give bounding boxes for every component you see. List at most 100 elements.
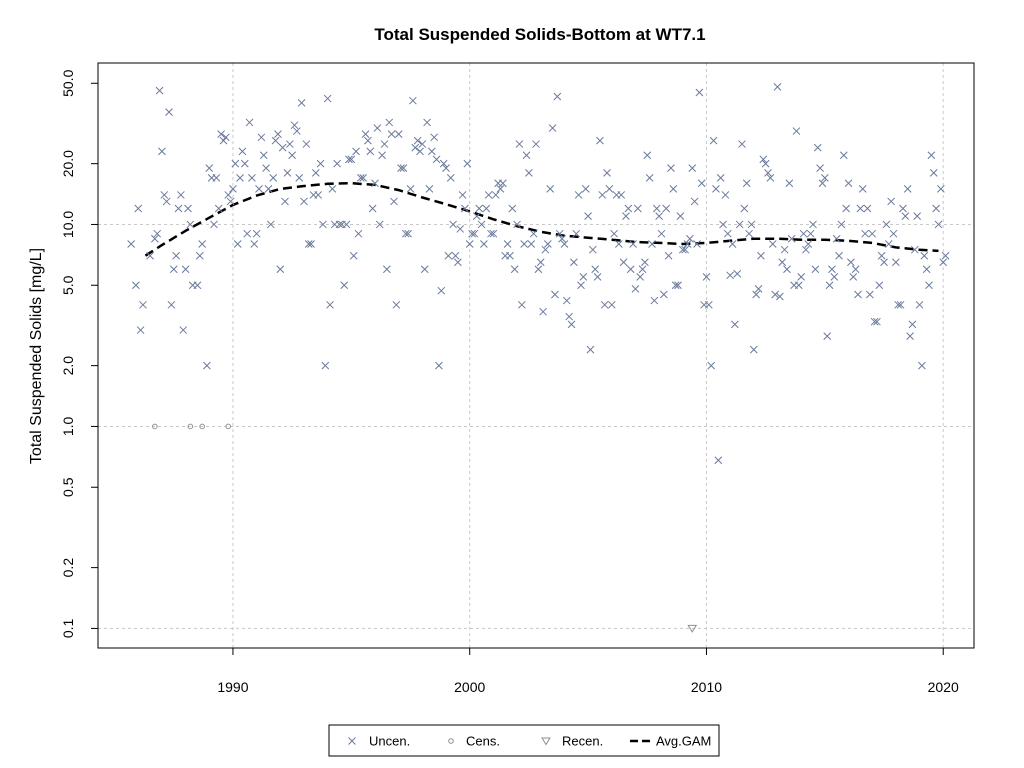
uncensored-point bbox=[636, 273, 645, 281]
uncensored-point bbox=[281, 197, 289, 206]
uncensored-point bbox=[645, 174, 654, 182]
uncensored-point bbox=[136, 326, 145, 334]
uncensored-point bbox=[217, 130, 225, 138]
uncensored-point bbox=[264, 185, 273, 193]
uncensored-point bbox=[773, 83, 782, 91]
uncensored-point bbox=[754, 284, 763, 293]
plot-frame bbox=[97, 62, 975, 649]
uncensored-point bbox=[752, 290, 761, 299]
uncensored-point bbox=[707, 361, 716, 370]
uncensored-point bbox=[908, 320, 917, 329]
uncensored-point bbox=[224, 191, 233, 199]
uncensored-point bbox=[695, 88, 704, 97]
uncensored-point bbox=[873, 317, 881, 326]
uncensored-point bbox=[735, 220, 744, 229]
uncensored-point bbox=[203, 361, 211, 370]
uncensored-point bbox=[719, 220, 727, 229]
y-tick-label: 0.5 bbox=[60, 477, 76, 497]
uncensored-point bbox=[593, 273, 602, 281]
y-axis-title: Total Suspended Solids [mg/L] bbox=[28, 248, 45, 464]
uncensored-point bbox=[624, 204, 633, 213]
uncensored-point bbox=[849, 273, 858, 281]
uncensored-point bbox=[925, 281, 933, 290]
uncensored-point bbox=[456, 225, 465, 233]
uncensored-point bbox=[513, 220, 521, 229]
uncensored-point bbox=[825, 281, 834, 290]
uncensored-point bbox=[226, 197, 235, 206]
uncensored-point bbox=[387, 130, 396, 138]
uncensored-point bbox=[778, 258, 787, 267]
uncensored-point bbox=[212, 174, 221, 182]
uncensored-point bbox=[813, 143, 822, 152]
uncensored-point bbox=[631, 284, 640, 293]
uncensored-point bbox=[894, 300, 903, 309]
uncensored-point bbox=[243, 229, 252, 238]
uncensored-point bbox=[139, 300, 147, 309]
uncensored-point bbox=[920, 251, 929, 260]
uncensored-point bbox=[863, 204, 872, 213]
uncensored-point bbox=[854, 290, 862, 299]
uncensored-point bbox=[686, 234, 694, 243]
uncensored-point bbox=[738, 140, 746, 148]
uncensored-point bbox=[205, 164, 214, 173]
uncensored-point bbox=[510, 265, 519, 274]
uncensored-point bbox=[321, 361, 330, 370]
uncensored-point bbox=[761, 159, 770, 168]
uncensored-point bbox=[385, 118, 394, 127]
uncensored-point bbox=[662, 204, 671, 213]
uncensored-point bbox=[723, 229, 732, 238]
uncensored-point bbox=[771, 290, 779, 299]
uncensored-point bbox=[553, 92, 562, 101]
uncensored-point bbox=[527, 240, 536, 248]
uncensored-point bbox=[248, 174, 256, 182]
uncensored-point bbox=[491, 191, 500, 199]
uncensored-point bbox=[127, 240, 135, 248]
uncensored-point bbox=[356, 174, 365, 182]
uncensored-point bbox=[423, 118, 431, 127]
uncensored-point bbox=[733, 269, 742, 278]
uncensored-point bbox=[340, 281, 349, 290]
uncensored-point bbox=[345, 155, 353, 164]
uncensored-point bbox=[489, 229, 498, 238]
uncensored-point bbox=[430, 133, 439, 142]
uncensored-point bbox=[158, 147, 166, 156]
uncensored-point bbox=[903, 185, 912, 193]
legend-uncen-marker bbox=[348, 737, 356, 745]
uncensored-point bbox=[847, 258, 855, 267]
uncensored-point bbox=[577, 281, 585, 290]
uncensored-point bbox=[667, 164, 675, 173]
uncensored-point bbox=[394, 130, 403, 138]
uncensored-point bbox=[278, 143, 287, 152]
uncensored-point bbox=[480, 240, 488, 248]
uncensored-point bbox=[842, 204, 851, 213]
uncensored-point bbox=[766, 174, 775, 182]
uncensored-point bbox=[397, 164, 405, 173]
gam-line bbox=[144, 181, 939, 257]
uncensored-point bbox=[437, 286, 446, 295]
y-tick-label: 5.0 bbox=[60, 275, 76, 295]
uncensored-point bbox=[162, 197, 171, 206]
uncensored-point bbox=[922, 265, 931, 274]
uncensored-point bbox=[702, 273, 711, 281]
uncensored-point bbox=[629, 240, 637, 248]
uncensored-point bbox=[380, 140, 389, 148]
uncensored-point bbox=[558, 234, 566, 243]
uncensored-point bbox=[818, 179, 827, 188]
uncensored-point bbox=[300, 197, 308, 206]
y-tick-label: 50.0 bbox=[60, 69, 76, 96]
uncensored-point bbox=[288, 151, 296, 160]
uncensored-point bbox=[463, 159, 472, 168]
uncensored-point bbox=[177, 191, 185, 199]
uncensored-point bbox=[716, 174, 725, 182]
uncensored-point bbox=[373, 124, 382, 132]
censored-point bbox=[225, 423, 232, 430]
uncensored-point bbox=[584, 212, 592, 220]
uncensored-point bbox=[250, 240, 259, 248]
uncensored-point bbox=[596, 136, 604, 145]
uncensored-point bbox=[335, 220, 344, 229]
uncensored-point bbox=[378, 151, 386, 160]
uncensored-point bbox=[811, 265, 820, 274]
uncensored-point bbox=[799, 229, 808, 238]
y-tick-label: 0.2 bbox=[60, 558, 76, 578]
